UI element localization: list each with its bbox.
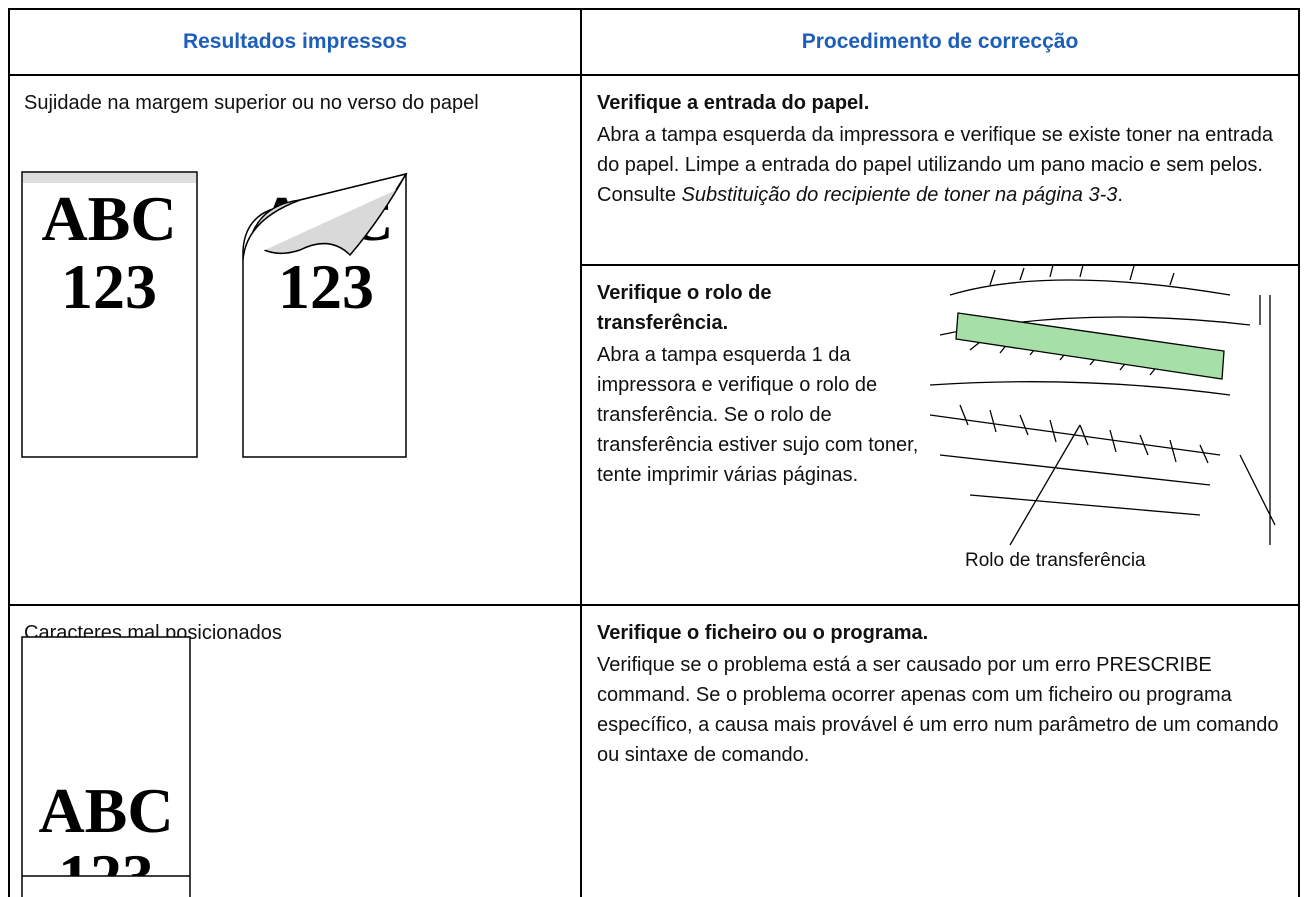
solution: Verifique o ficheiro ou o programa. Verif… <box>597 618 1287 770</box>
sample-text: 123 <box>61 251 157 322</box>
curl <box>242 172 408 261</box>
samples: ABC 123 <box>21 636 191 897</box>
page-sample <box>21 636 191 897</box>
samples: ABC 123 ABC 123 <box>21 171 408 458</box>
solution-text: Abra a tampa esquerda da impressora e ve… <box>597 124 1273 206</box>
border <box>8 8 10 897</box>
figure-label: Rolo de transferência <box>965 550 1146 571</box>
solution-title: Verifique a entrada do papel. <box>597 92 870 114</box>
sample-text: ABC <box>38 775 173 846</box>
solution-text: Verifique se o problema está a ser causa… <box>597 654 1279 766</box>
border <box>8 604 1300 606</box>
column-header: Procedimento de correcção <box>801 30 1079 53</box>
column-header: Resultados impressos <box>182 30 408 53</box>
solution-title: Verifique o rolo de transferência. <box>597 282 772 334</box>
page-sample <box>21 171 198 458</box>
border <box>1298 8 1300 897</box>
border <box>8 74 1300 76</box>
solution-text: . <box>1117 184 1123 206</box>
solution-title: Verifique o ficheiro ou o programa. <box>597 622 929 644</box>
sample-text: 123 <box>278 251 374 322</box>
problem: Sujidade na margem superior ou no verso … <box>24 92 479 114</box>
border <box>8 8 1300 10</box>
solution-text: Abra a tampa esquerda 1 da impressora e … <box>597 344 919 486</box>
border <box>580 264 1300 266</box>
printer-figure <box>930 264 1276 546</box>
solution: Verifique o rolo de transferência. Abra a… <box>597 278 937 490</box>
border <box>580 8 582 897</box>
solution: Verifique a entrada do papel. Abra a tamp… <box>597 88 1287 210</box>
reference: Substituição do recipiente de toner na p… <box>681 184 1118 206</box>
sample-text: 123 <box>58 841 154 897</box>
sample-text: ABC <box>41 183 176 254</box>
transfer-roller <box>955 312 1225 380</box>
smudge <box>23 173 196 183</box>
